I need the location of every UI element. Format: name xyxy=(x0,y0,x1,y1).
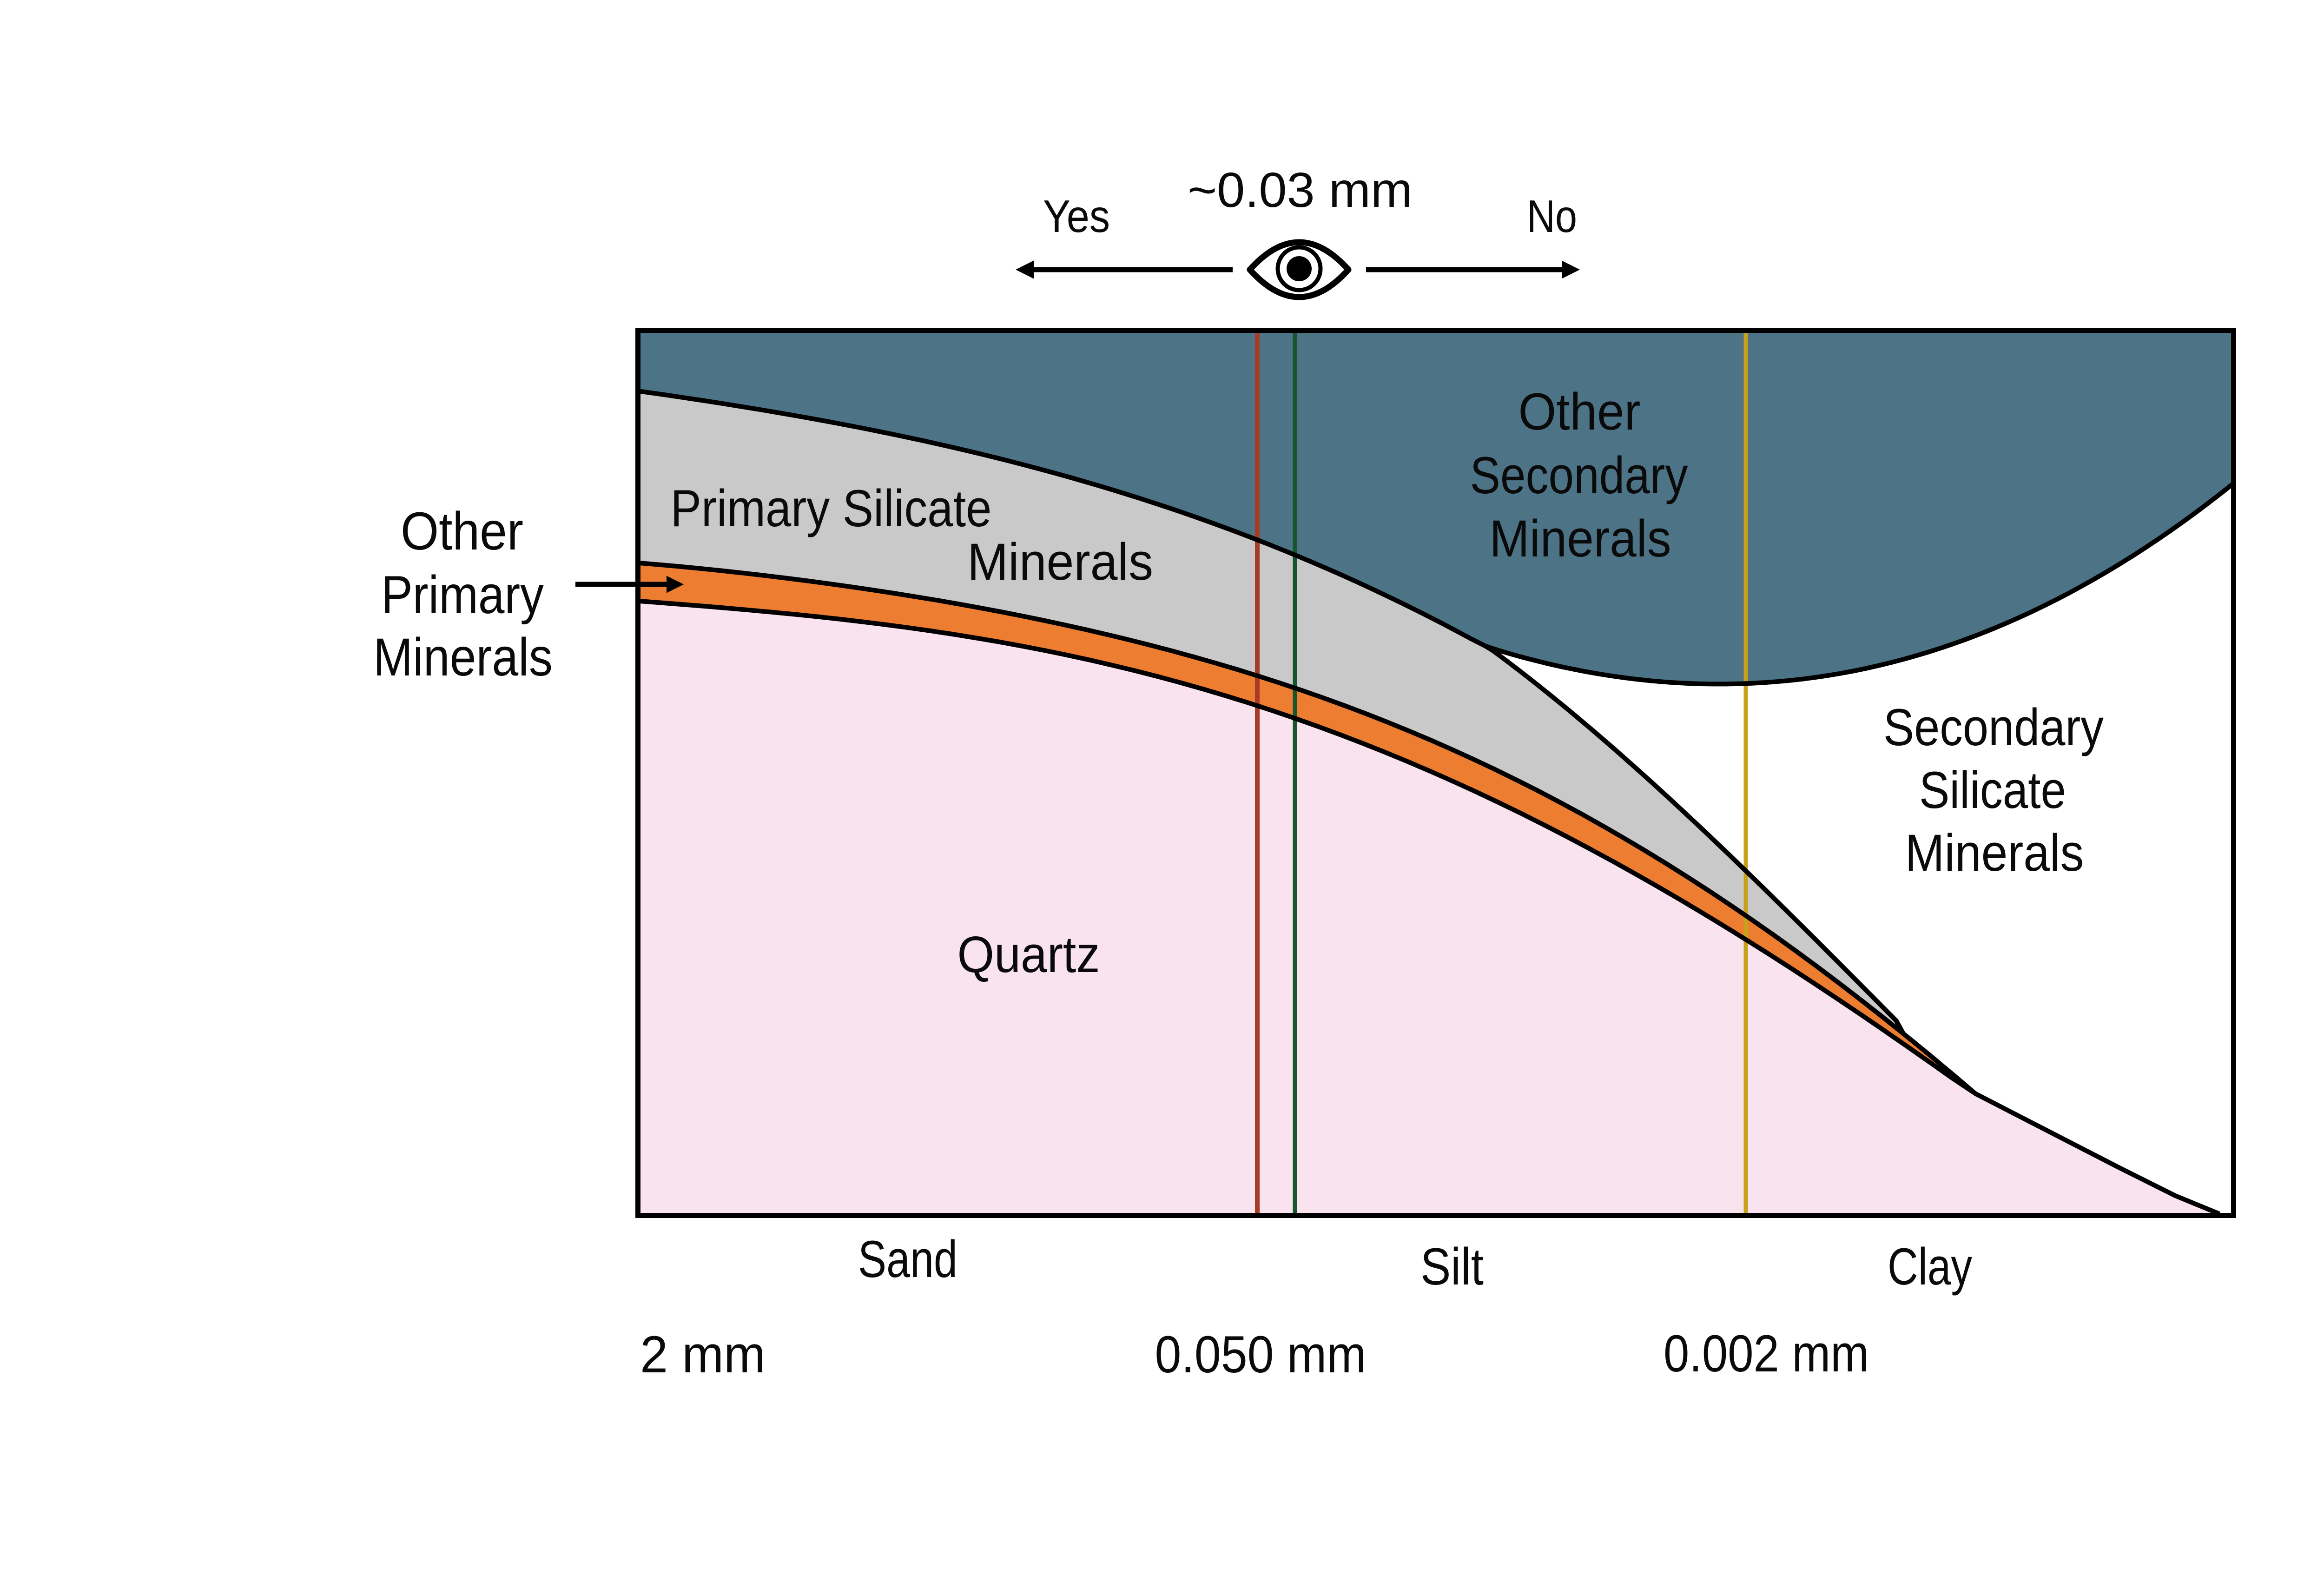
svg-text:Clay: Clay xyxy=(1888,1238,1972,1296)
svg-text:Silt: Silt xyxy=(1420,1238,1484,1296)
svg-text:Primary: Primary xyxy=(381,565,544,625)
svg-text:Minerals: Minerals xyxy=(967,533,1153,591)
svg-text:Silicate: Silicate xyxy=(1919,761,2066,819)
svg-text:Secondary: Secondary xyxy=(1883,698,2104,756)
svg-text:Sand: Sand xyxy=(858,1230,957,1288)
svg-text:0.002 mm: 0.002 mm xyxy=(1664,1324,1869,1383)
svg-text:Secondary: Secondary xyxy=(1470,446,1688,504)
svg-text:No: No xyxy=(1527,191,1577,242)
svg-text:Yes: Yes xyxy=(1043,191,1110,242)
svg-text:Minerals: Minerals xyxy=(1905,824,2084,882)
svg-text:Other: Other xyxy=(1519,383,1641,441)
svg-text:Minerals: Minerals xyxy=(373,628,553,687)
svg-text:Minerals: Minerals xyxy=(1490,510,1671,568)
svg-text:2 mm: 2 mm xyxy=(640,1325,766,1384)
svg-text:Primary Silicate: Primary Silicate xyxy=(671,479,992,537)
svg-text:~0.03 mm: ~0.03 mm xyxy=(1188,163,1413,218)
svg-text:Other: Other xyxy=(401,502,523,561)
svg-text:0.050 mm: 0.050 mm xyxy=(1155,1325,1367,1384)
svg-text:Quartz: Quartz xyxy=(957,926,1100,983)
